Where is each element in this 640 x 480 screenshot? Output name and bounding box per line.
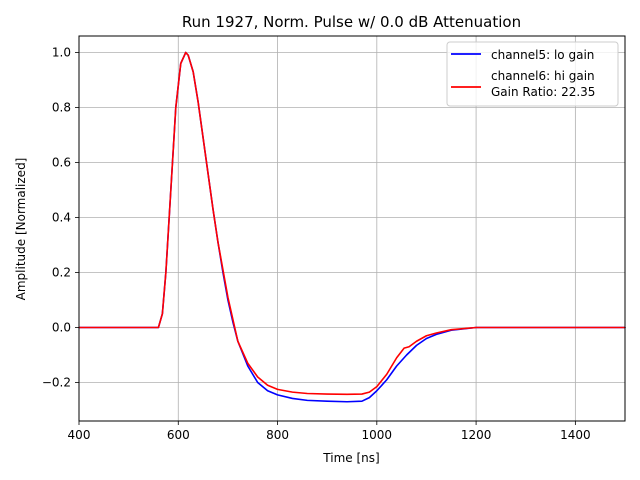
y-tick-label: 0.4 [52, 211, 71, 225]
grid [78, 36, 625, 421]
y-tick-label: −0.2 [42, 376, 71, 390]
legend-label-lo-gain: channel5: lo gain [491, 48, 594, 62]
y-tick-label: 0.6 [52, 156, 71, 170]
x-axis-ticks: 400 600 800 1000 1200 1400 [68, 421, 591, 442]
y-tick-label: 0.0 [52, 321, 71, 335]
legend-label-hi-gain: channel6: hi gain [491, 69, 595, 83]
series-layer [78, 51, 626, 403]
series-line-hi-gain [78, 51, 626, 396]
legend-gain-ratio: Gain Ratio: 22.35 [491, 85, 595, 99]
x-tick-label: 1200 [461, 428, 492, 442]
x-tick-label: 1400 [560, 428, 591, 442]
chart-title: Run 1927, Norm. Pulse w/ 0.0 dB Attenuat… [182, 13, 521, 31]
legend: channel5: lo gain channel6: hi gain Gain… [446, 41, 619, 107]
x-tick-label: 800 [266, 428, 289, 442]
x-tick-label: 400 [68, 428, 91, 442]
x-tick-label: 600 [167, 428, 190, 442]
x-tick-label: 1000 [362, 428, 393, 442]
y-tick-label: 0.2 [52, 266, 71, 280]
x-axis-label: Time [ns] [322, 451, 379, 465]
plot-frame [78, 35, 626, 422]
y-tick-label: 0.8 [52, 101, 71, 115]
y-tick-label: 1.0 [52, 46, 71, 60]
y-axis-label: Amplitude [Normalized] [14, 158, 28, 301]
y-axis-ticks: −0.2 0.0 0.2 0.4 0.6 0.8 1.0 [42, 46, 79, 390]
legend-box [446, 41, 619, 107]
